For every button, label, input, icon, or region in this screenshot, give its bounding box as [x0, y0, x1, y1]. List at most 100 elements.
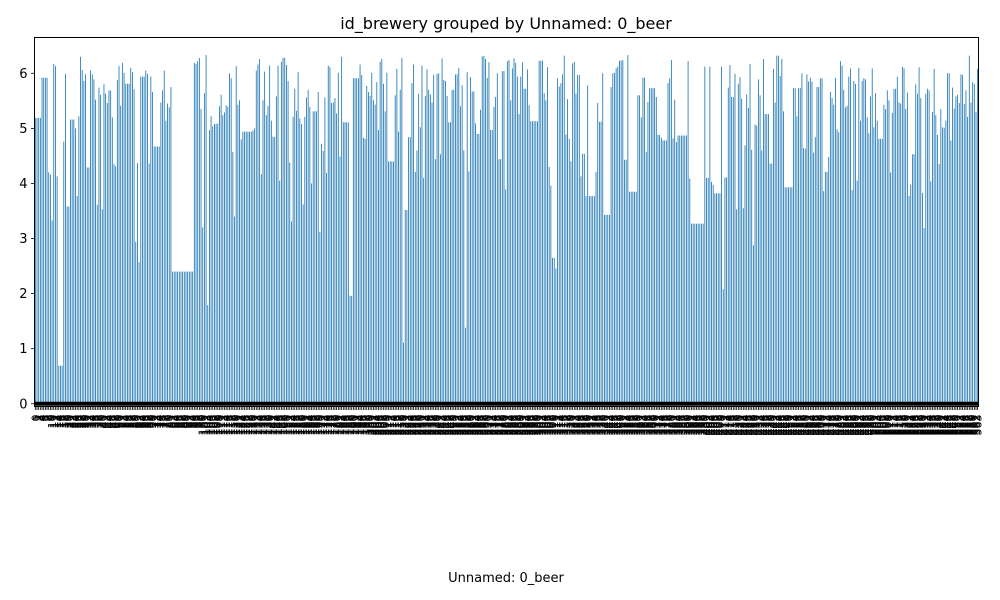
x-tick-label: 350	[615, 415, 628, 436]
x-tick-label: 294	[521, 415, 534, 436]
x-tick-label: 162	[300, 415, 313, 436]
bar	[38, 117, 40, 404]
x-tick-label: 327	[577, 415, 590, 436]
x-tick-label: 214	[388, 415, 401, 436]
bar	[76, 196, 78, 404]
bar	[697, 223, 699, 404]
bar	[34, 117, 36, 404]
bar	[891, 112, 893, 404]
bar	[597, 103, 599, 404]
bar	[674, 99, 676, 404]
bar	[441, 58, 443, 404]
bar	[975, 111, 977, 404]
x-tick-label: 492	[853, 415, 866, 436]
bar	[376, 82, 378, 404]
bar	[834, 77, 836, 404]
bar	[943, 127, 945, 404]
bar	[664, 140, 666, 404]
x-tick-label: 555	[958, 415, 971, 436]
bar	[746, 94, 748, 404]
x-tick-label: 358	[629, 415, 642, 436]
bar	[455, 74, 456, 404]
bar	[200, 109, 202, 404]
x-tick-label: 272	[485, 415, 498, 436]
bar	[759, 95, 761, 404]
x-tick-label: 505	[875, 415, 888, 436]
x-tick-label: 462	[803, 415, 816, 436]
bar	[319, 231, 321, 404]
x-tick-label: 33	[85, 415, 98, 429]
x-tick-label: 95	[188, 415, 201, 429]
bar	[80, 56, 81, 404]
bar	[895, 88, 897, 404]
x-tick-label: 125	[239, 415, 252, 436]
x-tick-label: 91	[182, 415, 195, 429]
bar	[585, 196, 587, 404]
x-tick-label: 473	[821, 415, 834, 436]
x-tick-label: 81	[165, 415, 178, 429]
bar	[490, 130, 492, 404]
bar	[652, 88, 654, 404]
bar	[809, 77, 811, 404]
bar	[568, 138, 570, 404]
x-tick-label: 181	[332, 415, 345, 436]
x-tick-label: 61	[131, 415, 144, 429]
bar	[527, 69, 528, 404]
bar	[414, 171, 416, 404]
x-tick-label: 222	[401, 415, 414, 436]
y-tick-label: 1	[19, 342, 27, 357]
bar	[309, 106, 311, 404]
x-tick-label: 211	[383, 415, 396, 436]
x-tick-label: 177	[326, 415, 339, 436]
bar	[773, 68, 774, 404]
bar	[424, 95, 426, 404]
bar	[65, 73, 66, 404]
x-tick-label: 193	[352, 415, 365, 436]
bar	[694, 223, 696, 404]
x-tick-label: 436	[759, 415, 772, 436]
bar	[977, 68, 979, 404]
bar	[480, 109, 481, 404]
bar	[456, 74, 458, 404]
bar	[245, 131, 247, 404]
bar	[550, 185, 552, 404]
x-tick-label: 383	[670, 415, 683, 436]
x-tick-label: 537	[928, 415, 941, 436]
x-tick-label: 290	[515, 415, 528, 436]
bar	[51, 220, 53, 404]
bar	[726, 177, 728, 404]
x-tick-label: 469	[814, 415, 827, 436]
bar	[908, 196, 910, 404]
bar	[937, 134, 938, 404]
x-tick-label: 379	[664, 415, 677, 436]
bar	[933, 68, 935, 404]
bar	[938, 164, 940, 404]
x-tick-label: 88	[177, 415, 190, 429]
bar	[188, 271, 190, 404]
x-tick-label: 261	[466, 415, 479, 436]
bar	[880, 138, 882, 404]
bar	[220, 94, 222, 404]
bar	[506, 61, 508, 404]
x-tick-label: 103	[202, 415, 215, 436]
x-tick-label: 479	[831, 415, 844, 436]
x-tick-label: 18	[59, 415, 72, 429]
bar	[791, 187, 793, 404]
bar	[829, 92, 831, 404]
x-tick-label: 48	[110, 415, 123, 429]
x-tick-label: 489	[848, 415, 861, 436]
bar	[555, 268, 557, 404]
x-tick-label: 366	[642, 415, 655, 436]
bar	[362, 137, 364, 404]
bar	[450, 122, 451, 404]
x-tick-label: 298	[528, 415, 541, 436]
bar	[68, 206, 70, 404]
bar	[783, 111, 784, 404]
bar	[239, 100, 240, 404]
x-tick-label: 173	[319, 415, 332, 436]
x-tick-label: 421	[734, 415, 747, 436]
bar	[113, 164, 115, 404]
bar	[471, 91, 473, 404]
bar	[316, 111, 317, 404]
bar	[205, 55, 207, 404]
